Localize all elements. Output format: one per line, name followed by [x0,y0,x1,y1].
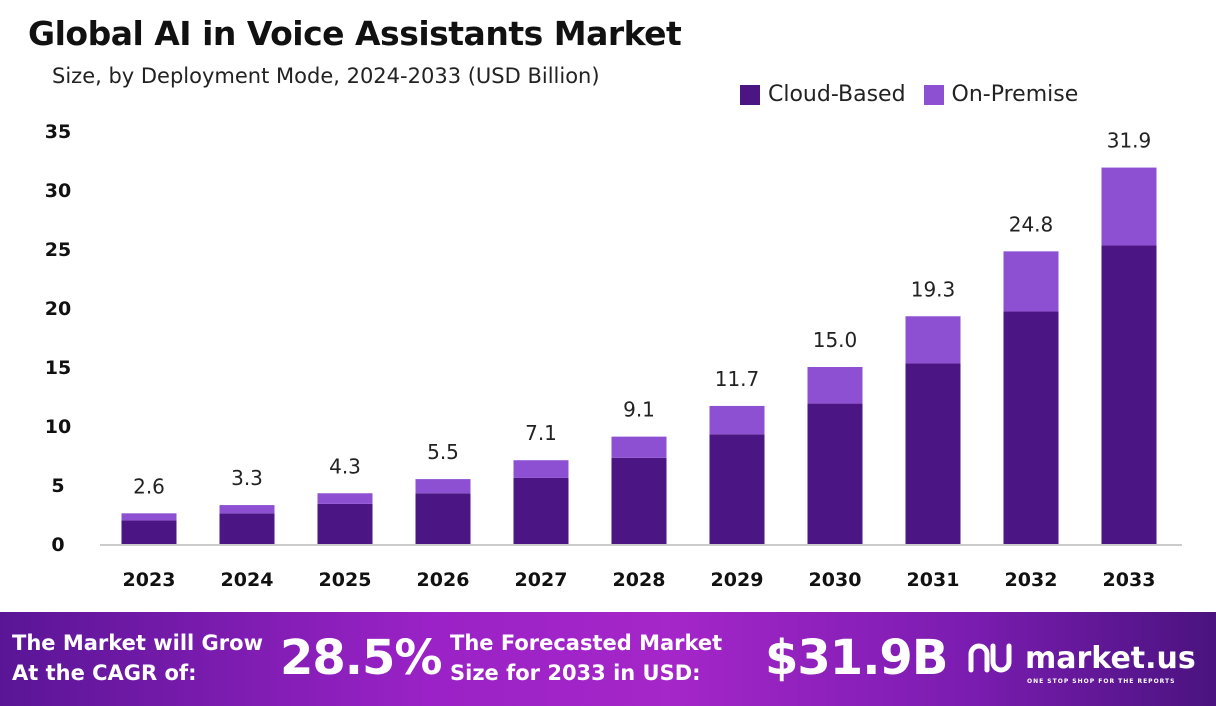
data-label: 15.0 [813,328,858,352]
cagr-label-line: The Market will Grow [12,631,263,655]
y-tick-label: 20 [45,298,71,320]
y-tick-label: 0 [51,534,64,556]
chart-title: Global AI in Voice Assistants Market [28,14,682,53]
x-tick-label: 2032 [1005,569,1058,591]
bar-cloud-based [807,403,863,544]
data-label: 11.7 [715,367,760,391]
x-tick-label: 2031 [907,569,960,591]
bar-on-premise [1003,251,1059,312]
legend-label: Cloud-Based [768,82,906,107]
data-label: 5.5 [427,440,459,464]
x-tick-label: 2028 [613,569,666,591]
bar-on-premise [513,460,569,478]
data-label: 4.3 [329,454,361,478]
data-label: 19.3 [911,277,956,301]
legend-item-onpremise: On-Premise [923,82,1079,107]
bar-cloud-based [513,477,569,544]
bar-on-premise [611,436,667,458]
legend-swatch [923,84,944,105]
footer-banner: The Market will Grow At the CAGR of: 28.5… [0,612,1216,706]
x-tick-label: 2025 [319,569,372,591]
data-label: 3.3 [231,466,263,490]
bar-cloud-based [1101,245,1157,544]
bar-on-premise [415,479,471,494]
logo-text: market.us [1025,640,1196,676]
x-tick-label: 2023 [123,569,176,591]
bar-on-premise [219,505,275,514]
bar-cloud-based [905,363,961,544]
bar-cloud-based [121,520,177,544]
logo-icon [968,643,1012,673]
bar-on-premise [905,316,961,364]
bar-cloud-based [1003,311,1059,544]
bar-cloud-based [219,513,275,544]
data-label: 9.1 [623,398,655,422]
x-tick-label: 2030 [809,569,862,591]
y-tick-label: 25 [45,239,71,261]
data-label: 2.6 [133,474,165,498]
chart-subtitle: Size, by Deployment Mode, 2024-2033 (USD… [52,64,600,88]
y-tick-label: 30 [45,180,71,202]
bar-on-premise [317,493,373,504]
bar-cloud-based [317,503,373,544]
bar-on-premise [1101,167,1157,246]
cagr-value: 28.5% [280,630,443,686]
chart-plot: 051015202530352.620233.320244.320255.520… [45,121,1182,591]
y-tick-label: 5 [51,475,64,497]
bar-cloud-based [709,434,765,544]
data-label: 31.9 [1107,129,1152,153]
y-tick-label: 35 [45,121,71,143]
logo-tagline: ONE STOP SHOP FOR THE REPORTS [1027,678,1176,685]
x-tick-label: 2026 [417,569,470,591]
legend-swatch [740,84,760,105]
data-label: 24.8 [1009,212,1054,236]
bar-cloud-based [611,457,667,544]
cagr-label-line: At the CAGR of: [12,661,197,685]
legend-item-cloud: Cloud-Based [740,82,906,107]
x-tick-label: 2033 [1103,569,1156,591]
bar-on-premise [709,405,765,435]
cagr-label: The Market will Grow At the CAGR of: [12,628,263,688]
logo: market.us ONE STOP SHOP FOR THE REPORTS [965,640,1196,685]
forecast-label-line: Size for 2033 in USD: [450,661,701,685]
x-tick-label: 2024 [221,569,274,591]
x-tick-label: 2029 [711,569,764,591]
y-tick-label: 15 [45,357,71,379]
data-label: 7.1 [525,421,557,445]
x-tick-label: 2027 [515,569,568,591]
bar-on-premise [807,367,863,404]
bar-on-premise [121,513,177,521]
forecast-label-line: The Forecasted Market [450,631,723,655]
forecast-value: $31.9B [765,630,948,686]
bar-cloud-based [415,493,471,544]
forecast-label: The Forecasted Market Size for 2033 in US… [450,628,722,688]
legend-label: On-Premise [951,82,1079,107]
y-tick-label: 10 [45,416,71,438]
legend: Cloud-Based On-Premise [740,82,1078,107]
